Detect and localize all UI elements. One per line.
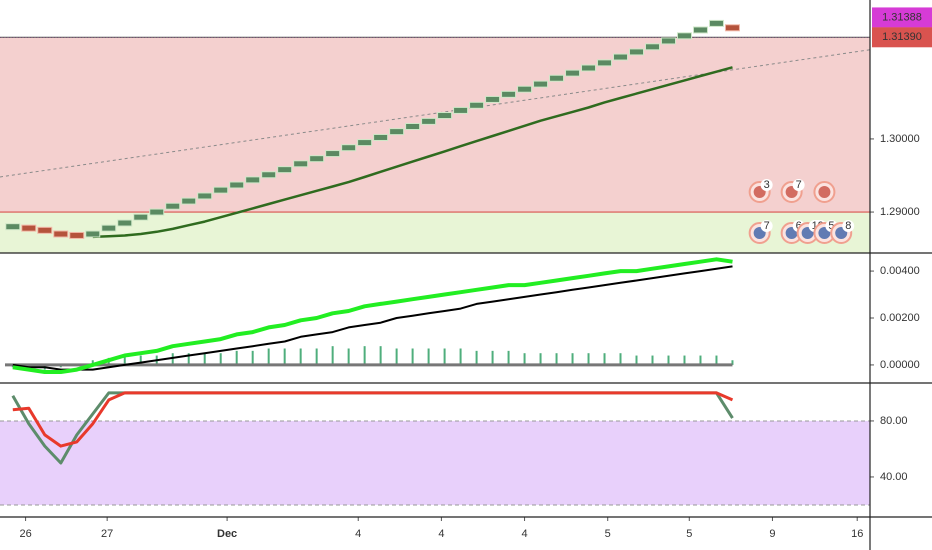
renko-box: [261, 171, 277, 179]
indicator-line: [12, 265, 733, 371]
renko-box: [549, 74, 565, 82]
band: [0, 420, 870, 505]
renko-box: [421, 117, 437, 125]
price-tag: [872, 7, 932, 28]
renko-box: [437, 112, 453, 120]
renko-box: [597, 59, 613, 67]
renko-box: [309, 155, 325, 163]
renko-box: [101, 224, 117, 232]
renko-box: [708, 19, 724, 27]
renko-box: [565, 69, 581, 77]
event-count: 7: [764, 220, 770, 232]
x-tick-label: Dec: [217, 528, 237, 540]
renko-box: [485, 95, 501, 103]
trend-line: [0, 49, 871, 178]
renko-box: [133, 213, 149, 221]
price-tag-label: 1.31388: [882, 11, 922, 23]
renko-box: [724, 24, 740, 32]
event-count: 6: [796, 220, 802, 232]
renko-box: [117, 219, 133, 227]
renko-box: [517, 85, 533, 93]
renko-box: [277, 166, 293, 174]
price-tag-label: 1.31390: [882, 31, 922, 43]
y-tick-label: 1.30000: [880, 133, 920, 145]
renko-box: [676, 32, 692, 40]
renko-box: [357, 139, 373, 147]
event-count: 7: [796, 179, 802, 191]
renko-box: [453, 106, 469, 114]
renko-box: [213, 186, 229, 194]
x-tick-label: 4: [438, 528, 444, 540]
event-badge: [760, 220, 773, 232]
renko-box: [613, 53, 629, 61]
x-tick-label: 5: [686, 528, 692, 540]
renko-box: [629, 48, 645, 56]
renko-box: [389, 128, 405, 136]
renko-box: [149, 208, 165, 216]
renko-box: [645, 43, 660, 51]
renko-box: [69, 231, 85, 239]
renko-box: [181, 197, 197, 205]
event-count: 5: [828, 220, 834, 232]
x-tick-label: 27: [101, 528, 113, 540]
y-tick-label: 0.00400: [880, 265, 920, 277]
oscillator-line: [12, 391, 734, 448]
renko-box: [581, 64, 597, 72]
indicator-line: [12, 257, 733, 374]
x-tick-label: 4: [355, 528, 361, 540]
renko-box: [37, 226, 53, 234]
y-tick-label: 1.29000: [880, 206, 920, 218]
x-tick-label: 5: [605, 528, 611, 540]
renko-box: [692, 26, 708, 34]
y-tick-label: 80.00: [880, 415, 908, 427]
renko-box: [293, 160, 309, 168]
event-badge: [792, 179, 805, 191]
x-tick-label: 4: [521, 528, 527, 540]
renko-box: [341, 144, 357, 152]
renko-box: [660, 37, 676, 45]
x-tick-label: 26: [19, 528, 31, 540]
event-count: 8: [845, 220, 851, 232]
price-tag: [872, 27, 932, 48]
y-tick-label: 0.00200: [880, 312, 920, 324]
y-tick-label: 40.00: [880, 471, 908, 483]
y-tick-label: 0.00000: [880, 359, 920, 371]
renko-box: [197, 192, 213, 200]
renko-box: [501, 90, 517, 98]
event-badge: [842, 220, 855, 232]
event-badge: [760, 179, 773, 191]
renko-box: [533, 80, 549, 88]
zone: [0, 212, 870, 253]
x-tick-label: 16: [851, 528, 863, 540]
renko-box: [405, 123, 421, 130]
renko-box: [229, 181, 245, 189]
moving-average: [92, 66, 733, 239]
x-tick-label: 9: [769, 528, 775, 540]
renko-box: [21, 224, 37, 232]
renko-box: [5, 223, 21, 231]
renko-box: [85, 230, 101, 238]
event-flag-inner: [818, 186, 831, 198]
event-count: 3: [764, 179, 770, 191]
renko-box: [165, 202, 181, 210]
renko-box: [53, 230, 69, 238]
renko-box: [469, 101, 485, 109]
renko-box: [325, 150, 341, 158]
renko-box: [245, 176, 261, 184]
renko-box: [373, 133, 389, 141]
